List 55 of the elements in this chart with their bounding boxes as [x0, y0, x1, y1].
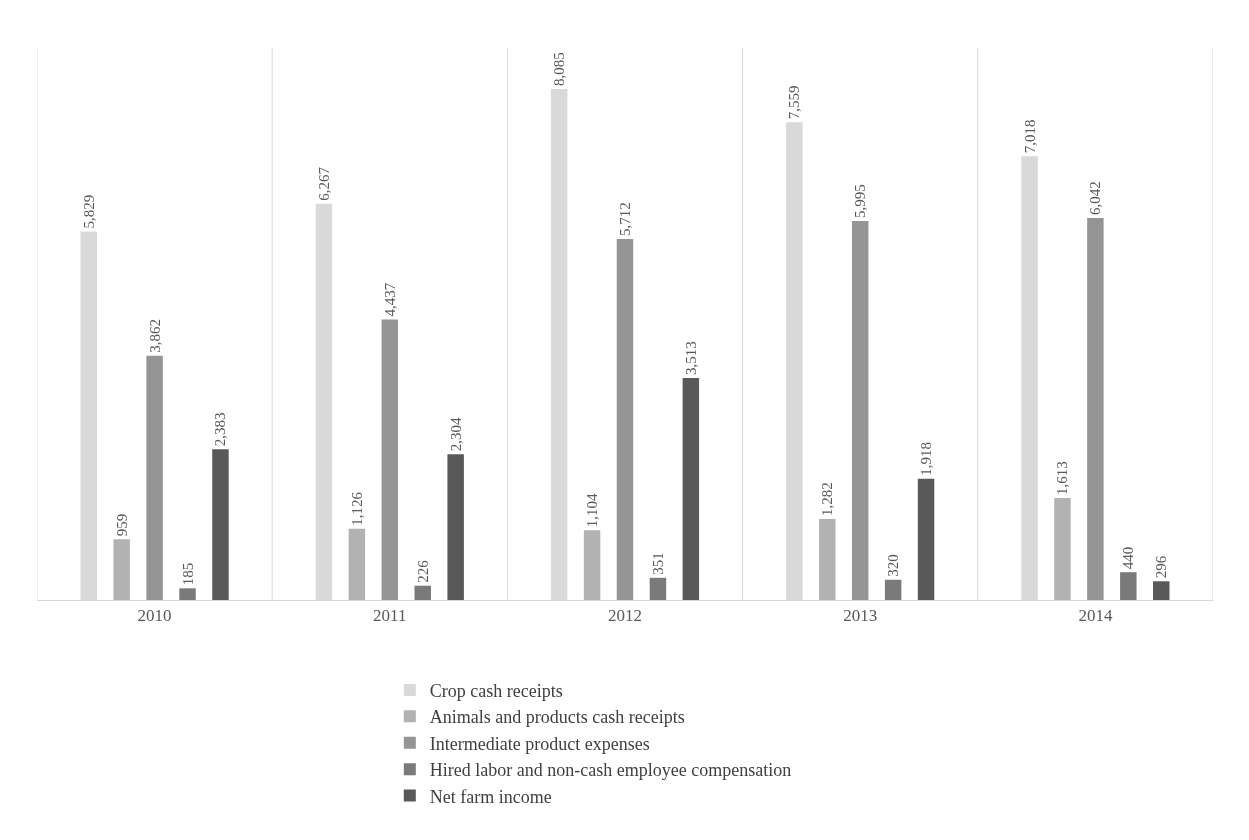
data-label: 8,085 [551, 52, 568, 86]
data-label: 296 [1153, 555, 1170, 579]
x-tick-label: 2012 [608, 606, 642, 626]
bar [583, 530, 601, 600]
bar [1120, 572, 1137, 600]
data-label: 959 [113, 513, 130, 537]
data-label: 5,995 [852, 184, 869, 219]
legend-label: Hired labor and non-cash employee compensation [429, 760, 792, 781]
bar [884, 579, 902, 600]
data-label: 1,918 [918, 442, 935, 476]
bar [381, 319, 399, 600]
legend-label: Intermediate product expenses [429, 733, 650, 754]
bar [113, 539, 130, 600]
data-label: 1,282 [819, 482, 836, 516]
data-label: 1,126 [348, 491, 365, 526]
data-label: 6,042 [1087, 181, 1104, 216]
data-label: 226 [414, 559, 431, 583]
bar [447, 454, 464, 600]
data-label: 3,862 [146, 319, 163, 353]
legend-label: Net farm income [429, 786, 552, 807]
x-tick-label: 2011 [373, 606, 407, 626]
bar [1153, 581, 1170, 600]
bar [917, 478, 935, 600]
data-label: 2,383 [212, 412, 229, 447]
legend-label: Crop cash receipts [429, 680, 563, 701]
bar [682, 377, 700, 600]
bar [212, 449, 229, 600]
legend-label: Animals and products cash receipts [429, 707, 685, 728]
data-label: 1,613 [1054, 461, 1071, 496]
data-label: 440 [1120, 546, 1137, 570]
bar [179, 588, 196, 600]
data-label: 7,559 [786, 85, 803, 120]
data-label: 6,267 [315, 166, 332, 201]
bar [851, 221, 869, 600]
data-label: 185 [179, 562, 196, 586]
bar [414, 585, 431, 600]
x-tick-label: 2010 [137, 606, 172, 626]
data-label: 5,829 [80, 194, 97, 229]
data-label: 351 [649, 552, 666, 575]
x-tick-label: 2013 [843, 606, 878, 626]
data-label: 320 [885, 554, 902, 577]
bar [819, 518, 836, 600]
data-label: 2,304 [447, 417, 464, 452]
bar [348, 528, 366, 600]
bar [1087, 218, 1104, 600]
bar [146, 355, 163, 600]
bar [1054, 498, 1071, 600]
data-label: 5,712 [617, 202, 633, 236]
data-label: 1,104 [584, 492, 601, 528]
x-tick-label: 2014 [1078, 606, 1113, 626]
data-label: 3,513 [682, 341, 699, 375]
bar [616, 238, 634, 600]
data-label: 7,018 [1021, 119, 1038, 154]
bar [649, 577, 667, 600]
data-label: 4,437 [381, 282, 398, 317]
